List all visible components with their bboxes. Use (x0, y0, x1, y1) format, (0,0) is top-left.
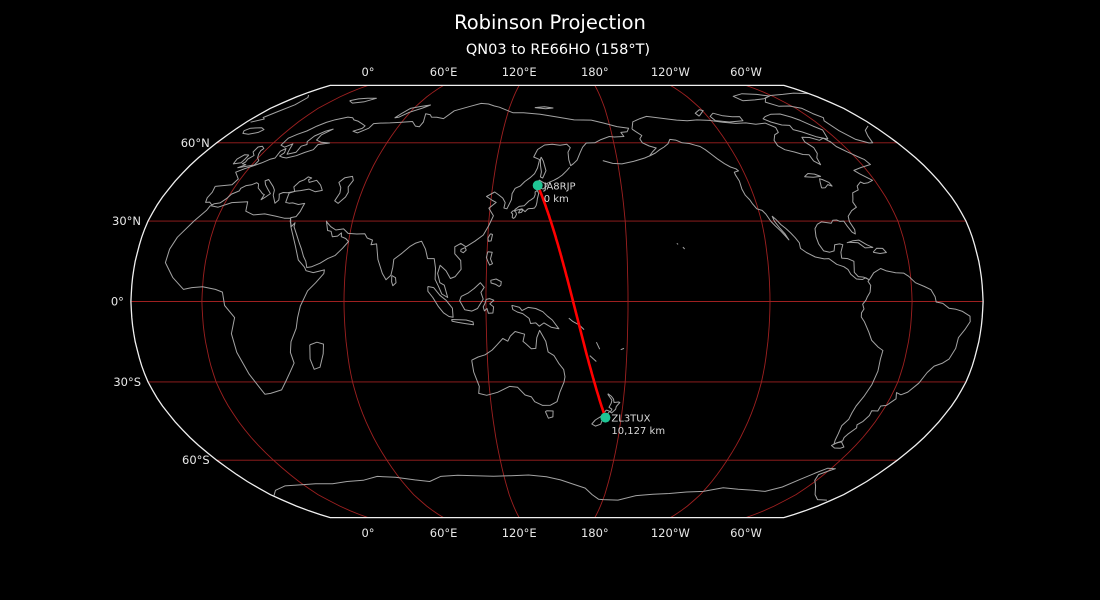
coastline-antarctica (273, 467, 836, 501)
tick-top-180°: 180° (581, 65, 609, 79)
coastline-hispaniola (872, 247, 887, 254)
coastline-banks-island (694, 109, 704, 117)
coastline-caspian-sea (334, 175, 354, 204)
coastline-sakhalin (539, 156, 547, 179)
coastline-north-america (631, 115, 873, 280)
coastline-baffin-island (762, 113, 829, 140)
route-markers (532, 180, 611, 423)
coastline-ireland (232, 154, 250, 165)
coastline-fiji (620, 347, 625, 351)
tick-left-30°N: 30°N (112, 214, 141, 228)
coastline-lake-michigan-huron (819, 178, 833, 189)
point-callsign-zl3tux: ZL3TUX (611, 414, 650, 425)
coastline-australia (471, 329, 566, 406)
tick-top-120°E: 120°E (502, 65, 537, 79)
coastline-borneo (459, 282, 485, 312)
map-subtitle: QN03 to RE66HO (158°T) (466, 42, 650, 58)
tick-left-0°: 0° (111, 295, 124, 309)
tick-top-120°W: 120°W (651, 65, 690, 79)
coastline-hawaii-big-island (682, 246, 686, 250)
tick-bottom-60°E: 60°E (430, 526, 458, 540)
graticule-lines (130, 84, 984, 519)
tick-top-60°W: 60°W (730, 65, 762, 79)
great-circle-route (536, 184, 607, 419)
coastline-victoria-island (709, 112, 744, 123)
coastline-sulawesi (482, 298, 495, 314)
map-title: Robinson Projection (454, 11, 646, 34)
coastline-aleutian-islands (602, 155, 651, 165)
coastline-vanuatu (595, 341, 601, 350)
meridian-60°E (343, 85, 444, 518)
coastline-south-america (833, 268, 971, 445)
marker-ja8rjp (532, 180, 543, 191)
coastline-taiwan (487, 233, 493, 242)
axis-tick-labels: 0° 60°E 120°E 180° 120°W 60°W 0° 60°E 120°E 180° 1… (111, 65, 762, 540)
point-distance-zl3tux: 10,127 km (611, 426, 665, 437)
projection-boundary (130, 84, 984, 519)
point-distance-ja8rjp: 0 km (544, 194, 569, 205)
coastline-eurasia (205, 102, 630, 298)
tick-left-60°N: 60°N (181, 136, 210, 150)
coastline-novaya-zemlya (394, 104, 431, 119)
coastline-sri-lanka (391, 275, 397, 287)
coastline-africa (164, 201, 325, 395)
coastline-kyushu (510, 210, 517, 219)
coastline-svalbard (349, 97, 377, 104)
coastline-luzon (485, 251, 493, 266)
tick-top-0°: 0° (361, 65, 374, 79)
coastline-new-caledonia (589, 355, 597, 362)
tick-bottom-120°E: 120°E (502, 526, 537, 540)
marker-zl3tux (600, 412, 611, 423)
coastline-ellesmere-island (732, 93, 770, 102)
coastline-honshu (513, 189, 540, 213)
tick-bottom-0°: 0° (361, 526, 374, 540)
meridian-0° (201, 84, 369, 519)
point-callsign-ja8rjp: JA8RJP (543, 181, 576, 192)
coastline-greenland (250, 92, 874, 144)
coastline-kuril-islands (548, 166, 571, 184)
coastline-great-britain (237, 145, 265, 169)
coastline-hainan (460, 247, 467, 254)
coastline-nz-north-island (607, 393, 621, 414)
coastline-lake-superior (804, 173, 822, 178)
coastline-black-sea (293, 176, 323, 193)
coastline-madagascar (309, 341, 324, 370)
map-outline (130, 84, 984, 519)
coastline-cuba (846, 239, 874, 249)
tick-bottom-60°W: 60°W (730, 526, 762, 540)
coastline-solomon-islands (568, 317, 585, 330)
tick-left-60°S: 60°S (182, 453, 210, 467)
coastline-shikoku (517, 209, 524, 214)
tick-top-60°E: 60°E (430, 65, 458, 79)
tick-left-30°S: 30°S (113, 375, 141, 389)
coastline-iceland (242, 127, 265, 135)
coastline-java (451, 319, 474, 326)
tick-bottom-180°: 180° (581, 526, 609, 540)
coastline-tasmania (545, 410, 554, 419)
meridian-60°W (745, 84, 913, 519)
coastline-hawaii-oahu (676, 243, 679, 245)
coastline-mindanao (490, 278, 502, 287)
coastline-sumatra (427, 286, 454, 318)
route-path (536, 184, 607, 419)
meridian-180° (594, 85, 629, 518)
tick-bottom-120°W: 120°W (651, 526, 690, 540)
coastline-new-guinea (511, 304, 560, 330)
meridian-120°W (670, 85, 771, 518)
coastline-tierra-del-fuego (831, 441, 845, 449)
coastline-new-siberian-islands (534, 106, 554, 110)
